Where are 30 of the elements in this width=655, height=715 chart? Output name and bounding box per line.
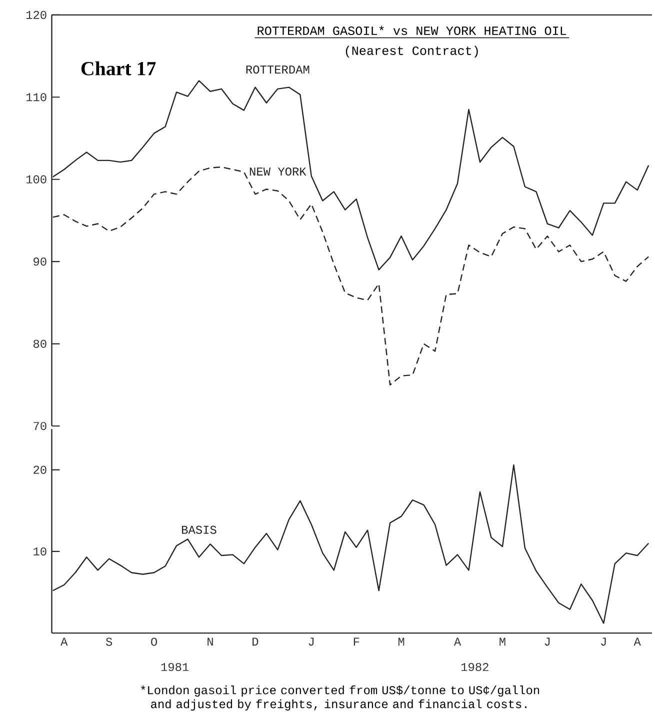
y-tick-label: 80 (34, 340, 46, 348)
text: 1982 (461, 662, 488, 672)
x-tick-label: F (354, 638, 360, 646)
x-tick-label: M (398, 638, 404, 646)
text: 1981 (161, 662, 189, 672)
x-tick-label: O (151, 638, 158, 646)
x-tick-label: J (601, 638, 606, 646)
y-tick-label: 70 (34, 422, 46, 430)
y-tick-label: 10 (34, 547, 46, 556)
text: *London gasoil price converted from US$/tonne to US¢/gallon and adjusted by freights, insurance and financial costs. (141, 686, 540, 711)
y-tick-label: 90 (34, 258, 46, 266)
series-label: BASIS (182, 526, 216, 534)
x-tick-label: A (60, 638, 68, 646)
y-tick-label: 110 (26, 93, 46, 102)
annotation: Chart 17 (81, 61, 156, 76)
series-label: ROTTERDAM (246, 66, 310, 74)
x-tick-label: S (106, 638, 112, 646)
x-tick-label: J (308, 638, 314, 646)
y-tick-label: 100 (26, 175, 46, 184)
y-tick-label: 120 (26, 10, 46, 19)
text: ROTTERDAM GASOIL* vs NEW YORK HEATING OIL (258, 26, 566, 36)
y-tick-label: 20 (34, 466, 46, 474)
x-tick-label: J (544, 638, 550, 646)
x-tick-label: D (252, 638, 258, 646)
series-label: NEW YORK (250, 167, 306, 176)
x-tick-label: A (454, 638, 462, 646)
x-tick-label: N (208, 638, 213, 646)
text: (Nearest Contract) (346, 46, 478, 58)
x-tick-label: M (500, 638, 506, 646)
x-tick-label: A (634, 638, 641, 646)
